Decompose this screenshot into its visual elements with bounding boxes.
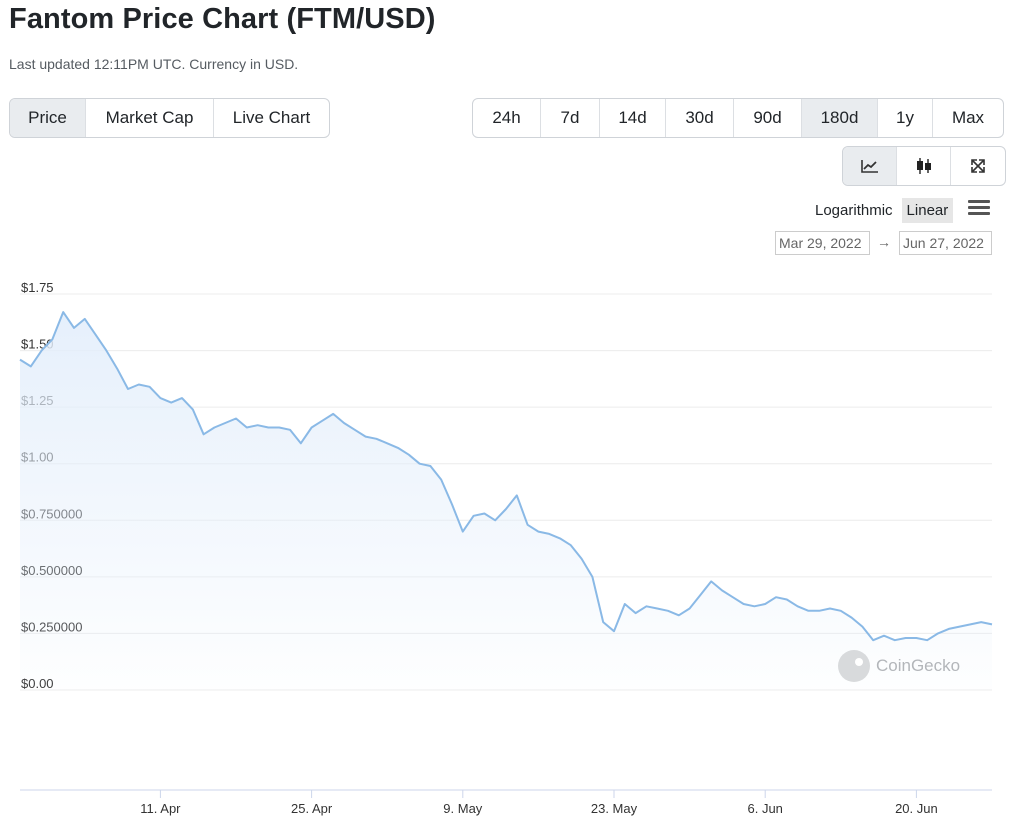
chart-view-tabs: Price Market Cap Live Chart	[9, 98, 330, 138]
page-title: Fantom Price Chart (FTM/USD)	[9, 3, 436, 35]
y-tick-label: $1.75	[21, 280, 54, 295]
range-7d-button[interactable]: 7d	[541, 99, 600, 137]
price-area-fill	[20, 312, 992, 690]
tab-live-chart[interactable]: Live Chart	[232, 108, 311, 127]
tab-market-cap[interactable]: Market Cap	[86, 99, 214, 137]
x-tick-label: 20. Jun	[895, 801, 938, 816]
range-24h-button[interactable]: 24h	[473, 99, 541, 137]
date-from-input[interactable]: Mar 29, 2022	[775, 231, 870, 255]
range-14d-button[interactable]: 14d	[600, 99, 666, 137]
fullscreen-button[interactable]	[951, 147, 1005, 185]
x-tick-label: 6. Jun	[747, 801, 782, 816]
range-180d-button[interactable]: 180d	[802, 99, 878, 137]
range-90d-button[interactable]: 90d	[734, 99, 802, 137]
expand-icon	[971, 159, 985, 173]
linear-scale-option[interactable]: Linear	[901, 197, 954, 223]
price-chart[interactable]: $1.75$1.50$1.25$1.00$0.750000$0.500000$0…	[0, 270, 1012, 824]
logarithmic-scale-option[interactable]: Logarithmic	[815, 201, 893, 219]
x-tick-label: 9. May	[443, 801, 483, 816]
line-chart-icon	[860, 160, 878, 173]
chart-menu-icon[interactable]	[968, 200, 990, 218]
scale-toggle: Logarithmic Linear	[810, 195, 954, 225]
range-1y-button[interactable]: 1y	[878, 99, 933, 137]
range-30d-button[interactable]: 30d	[666, 99, 734, 137]
candlestick-icon	[916, 158, 931, 174]
coingecko-watermark: CoinGecko	[838, 650, 960, 682]
watermark-text: CoinGecko	[876, 656, 961, 675]
x-tick-label: 25. Apr	[291, 801, 333, 816]
x-tick-label: 11. Apr	[140, 801, 181, 816]
chart-type-buttons	[842, 146, 1006, 186]
line-chart-button[interactable]	[843, 147, 897, 185]
last-updated-text: Last updated 12:11PM UTC. Currency in US…	[9, 56, 299, 72]
date-range-arrow: →	[877, 234, 891, 250]
date-to-input[interactable]: Jun 27, 2022	[899, 231, 992, 255]
time-range-tabs: 24h 7d 14d 30d 90d 180d 1y Max	[472, 98, 1004, 138]
coingecko-logo-icon	[838, 650, 870, 682]
range-max-button[interactable]: Max	[951, 108, 985, 127]
x-tick-label: 23. May	[591, 801, 638, 816]
candlestick-chart-button[interactable]	[897, 147, 951, 185]
price-line	[19, 311, 993, 642]
tab-price[interactable]: Price	[10, 99, 86, 137]
